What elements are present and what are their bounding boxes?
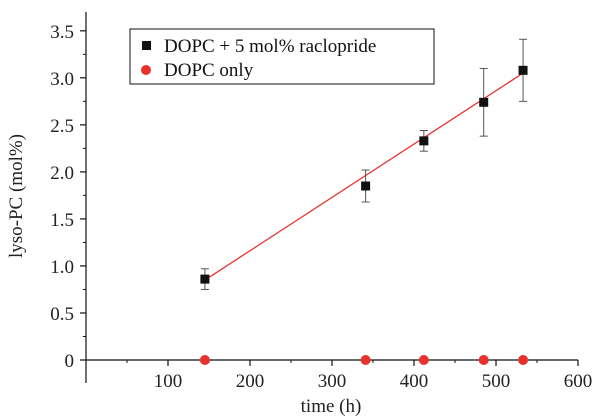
legend-marker-square bbox=[142, 41, 151, 50]
data-point-square bbox=[200, 274, 210, 284]
plot-area: 100 200 300 400 500 600 0 0.5 1.0 1.5 2.0 2.5 3.0 3.… bbox=[50, 12, 592, 392]
data-point-circle bbox=[199, 355, 210, 365]
x-tick-label: 200 bbox=[236, 371, 265, 392]
y-tick-label: 0.5 bbox=[50, 304, 74, 325]
y-tick-label: 1.0 bbox=[50, 257, 74, 278]
data-point-circle bbox=[418, 355, 429, 365]
y-tick-label: 2.5 bbox=[50, 116, 74, 137]
y-tick-label: 3.0 bbox=[50, 69, 74, 90]
data-point-circle bbox=[478, 355, 489, 365]
y-axis-label: lyso-PC (mol%) bbox=[6, 134, 27, 258]
x-tick-label: 600 bbox=[564, 371, 593, 392]
y-tick-label: 3.5 bbox=[50, 22, 74, 43]
x-tick-label: 100 bbox=[154, 371, 183, 392]
data-point-circle bbox=[360, 355, 371, 365]
fit-line-group bbox=[204, 72, 524, 281]
x-tick-label: 500 bbox=[482, 371, 511, 392]
y-tick-label: 0 bbox=[65, 351, 75, 372]
data-point-square bbox=[479, 97, 489, 107]
data-point-square bbox=[361, 181, 371, 191]
x-axis-label: time (h) bbox=[301, 396, 362, 417]
fit-line bbox=[204, 72, 524, 281]
legend-label-raclopride: DOPC + 5 mol% raclopride bbox=[164, 36, 376, 57]
x-tick-label: 300 bbox=[318, 371, 347, 392]
x-axis-ticks: 100 200 300 400 500 600 bbox=[126, 360, 593, 392]
data-points bbox=[199, 65, 529, 365]
data-point-circle bbox=[518, 355, 529, 365]
legend-label-dopc-only: DOPC only bbox=[164, 60, 254, 81]
y-tick-label: 1.5 bbox=[50, 210, 74, 231]
legend: DOPC + 5 mol% raclopride DOPC only bbox=[129, 28, 435, 85]
legend-marker-circle bbox=[141, 65, 151, 75]
y-axis-ticks: 0 0.5 1.0 1.5 2.0 2.5 3.0 3.5 bbox=[50, 22, 86, 372]
data-point-square bbox=[518, 65, 528, 75]
y-tick-label: 2.0 bbox=[50, 163, 74, 184]
legend-box bbox=[129, 28, 435, 85]
x-tick-label: 400 bbox=[400, 371, 429, 392]
data-point-square bbox=[419, 136, 429, 146]
